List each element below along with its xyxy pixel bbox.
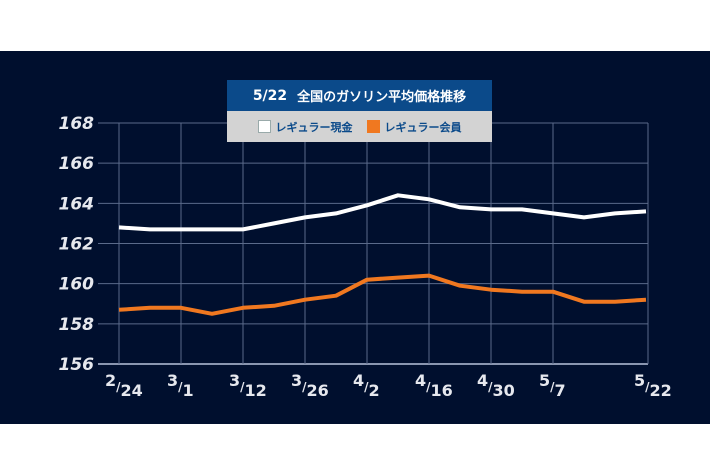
chart-title-date: 5/22: [252, 87, 288, 104]
y-tick-label: 164: [59, 194, 95, 214]
legend: レギュラー現金 レギュラー会員: [227, 111, 492, 142]
x-tick-label: 5/7: [539, 371, 566, 400]
y-tick-label: 162: [59, 235, 95, 255]
legend-label: レギュラー現金: [275, 120, 353, 134]
x-tick-label: 3/26: [291, 371, 329, 400]
legend-swatch-white: [257, 120, 271, 133]
x-tick-label: 4/30: [477, 371, 515, 400]
x-tick-label: 4/16: [415, 371, 453, 400]
x-tick-label: 3/12: [229, 371, 267, 400]
x-tick-label: 3/1: [167, 371, 194, 400]
chart-title: 5/22 全国のガソリン平均価格推移: [227, 80, 492, 111]
legend-label: レギュラー会員: [384, 120, 462, 134]
x-tick-label: 5/22: [634, 371, 672, 400]
y-tick-label: 156: [59, 355, 95, 375]
y-tick-label: 166: [59, 154, 95, 174]
series-line-cash: [118, 193, 647, 232]
series-line-member: [118, 273, 647, 316]
legend-item-member: レギュラー会員: [366, 119, 462, 135]
chart-title-text: 全国のガソリン平均価格推移: [297, 90, 467, 105]
y-tick-label: 158: [59, 315, 95, 335]
legend-box: 5/22 全国のガソリン平均価格推移 レギュラー現金 レギュラー会員: [227, 80, 492, 142]
legend-item-cash: レギュラー現金: [257, 119, 353, 135]
y-tick-label: 160: [59, 275, 95, 295]
y-tick-label: 168: [59, 114, 95, 134]
x-tick-label: 2/24: [105, 371, 143, 400]
x-tick-label: 4/2: [353, 371, 380, 400]
legend-swatch-orange: [366, 120, 380, 133]
